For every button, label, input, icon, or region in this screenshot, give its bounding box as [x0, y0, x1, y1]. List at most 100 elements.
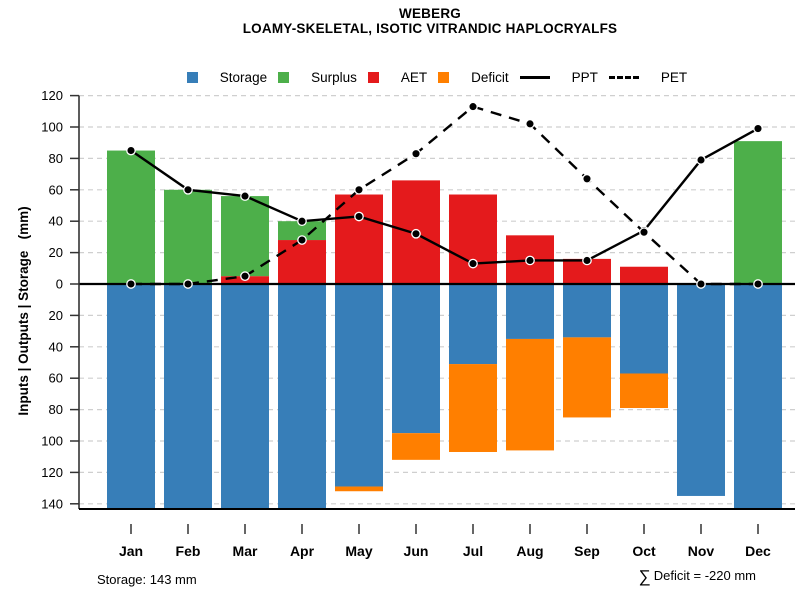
bar-aet-apr — [278, 240, 326, 284]
bar-surplus-dec — [734, 141, 782, 284]
bar-storage-jul — [449, 284, 497, 365]
point-pet-jun — [411, 148, 421, 159]
y-tick-label--60: 60 — [49, 371, 63, 386]
x-label-sep: Sep — [574, 543, 600, 559]
bar-storage-nov — [677, 284, 725, 496]
x-label-mar: Mar — [233, 543, 258, 559]
point-pet-jan — [126, 279, 136, 289]
legend-item-deficit: Deficit — [438, 70, 509, 85]
y-tick-label--40: 40 — [49, 339, 63, 354]
y-tick-label--20: 20 — [49, 308, 63, 323]
x-label-jul: Jul — [463, 543, 483, 559]
legend-label-ppt: PPT — [571, 69, 598, 85]
x-label-jun: Jun — [404, 543, 429, 559]
bar-aet-may — [335, 194, 383, 284]
point-pet-feb — [183, 279, 193, 289]
y-tick-label-120: 120 — [41, 88, 63, 103]
chart-subtitle: LOAMY-SKELETAL, ISOTIC VITRANDIC HAPLOCR… — [242, 21, 618, 36]
point-ppt-aug — [525, 255, 535, 266]
point-pet-jul — [468, 101, 478, 112]
y-tick-label--120: 120 — [41, 465, 63, 480]
point-ppt-apr — [297, 216, 307, 227]
bar-deficit-may — [335, 486, 383, 492]
bar-deficit-oct — [620, 373, 668, 409]
bar-storage-jun — [392, 284, 440, 434]
point-ppt-dec — [753, 123, 763, 134]
storage-swatch-icon — [186, 71, 198, 83]
bar-deficit-aug — [506, 338, 554, 451]
bar-storage-dec — [734, 284, 782, 509]
point-pet-apr — [297, 235, 307, 245]
legend-label-storage: Storage — [219, 69, 268, 85]
bar-deficit-jul — [449, 364, 497, 452]
bar-surplus-mar — [221, 196, 269, 277]
y-tick-label-80: 80 — [49, 151, 63, 166]
legend-item-surplus: Surplus — [278, 70, 357, 85]
y-tick-label-20: 20 — [49, 245, 63, 260]
dashed-line-icon — [608, 75, 639, 79]
point-ppt-sep — [582, 255, 592, 266]
point-ppt-mar — [240, 191, 250, 201]
point-pet-may — [354, 184, 364, 195]
bar-storage-aug — [506, 284, 554, 339]
bar-aet-jul — [449, 194, 497, 284]
point-pet-sep — [582, 173, 592, 184]
legend-item-ppt: PPT — [519, 69, 598, 85]
y-axis-title: Inputs | Outputs | Storage (mm) — [16, 206, 31, 416]
legend-item-storage: Storage — [186, 69, 268, 85]
bar-storage-oct — [620, 284, 668, 374]
point-ppt-may — [354, 211, 364, 222]
x-label-apr: Apr — [290, 543, 315, 559]
legend-label-pet: PET — [660, 69, 688, 85]
x-label-jan: Jan — [119, 543, 143, 559]
x-label-aug: Aug — [516, 543, 543, 559]
sigma-icon: ∑ — [638, 567, 651, 586]
line-pet — [131, 105, 758, 286]
chart-title: WEBERG — [399, 6, 461, 21]
bar-deficit-sep — [563, 337, 611, 418]
point-pet-aug — [525, 119, 535, 129]
x-label-may: May — [345, 543, 372, 559]
point-ppt-jan — [126, 145, 136, 156]
bar-storage-feb — [164, 284, 212, 509]
point-ppt-nov — [696, 155, 706, 165]
bar-surplus-feb — [164, 189, 212, 284]
bar-deficit-jun — [392, 433, 440, 460]
legend-label-aet: AET — [400, 69, 428, 85]
legend-item-aet: AET — [367, 69, 428, 85]
chart-title-block: WEBERG LOAMY-SKELETAL, ISOTIC VITRANDIC … — [30, 6, 800, 36]
bar-storage-apr — [278, 284, 326, 509]
y-tick-label--100: 100 — [41, 434, 63, 449]
y-tick-label--80: 80 — [49, 402, 63, 417]
y-tick-label-60: 60 — [49, 182, 63, 197]
bar-aet-oct — [620, 266, 668, 284]
y-tick-label--140: 140 — [41, 496, 63, 511]
x-label-dec: Dec — [745, 543, 771, 559]
point-pet-oct — [639, 227, 649, 238]
bar-surplus-apr — [278, 221, 326, 241]
point-ppt-jun — [411, 228, 421, 239]
legend-label-surplus: Surplus — [311, 69, 357, 85]
bar-storage-mar — [221, 284, 269, 509]
deficit-swatch-icon — [438, 71, 450, 83]
deficit-note: ∑ Deficit = -220 mm — [639, 567, 756, 587]
bar-storage-jan — [107, 284, 155, 509]
point-ppt-feb — [183, 184, 193, 195]
x-label-nov: Nov — [688, 543, 715, 559]
x-label-oct: Oct — [632, 543, 656, 559]
legend-label-deficit: Deficit — [471, 69, 509, 85]
bar-storage-may — [335, 284, 383, 487]
bar-storage-sep — [563, 284, 611, 338]
storage-note: Storage: 143 mm — [97, 572, 197, 587]
point-ppt-jul — [468, 258, 478, 269]
surplus-swatch-icon — [278, 71, 290, 83]
point-pet-mar — [240, 271, 250, 281]
y-tick-label-100: 100 — [41, 120, 63, 135]
line-ppt — [130, 127, 759, 265]
point-pet-nov — [696, 279, 706, 289]
legend: Storage Surplus AET Deficit PPT PET — [79, 68, 795, 86]
solid-line-icon — [519, 75, 550, 79]
y-tick-label-0: 0 — [56, 277, 63, 292]
deficit-note-text: Deficit = -220 mm — [653, 568, 756, 583]
